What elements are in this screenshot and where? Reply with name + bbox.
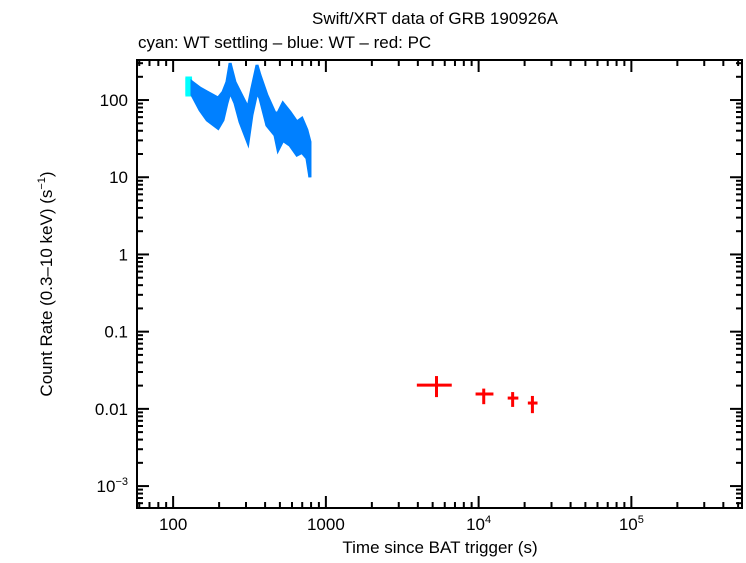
y-tick-label-base: 0.1 [104, 323, 128, 342]
chart-title: Swift/XRT data of GRB 190926A [312, 9, 559, 28]
y-tick-label: 10−3 [97, 476, 128, 496]
plot-frame [136, 59, 743, 509]
y-tick-label: 0.01 [95, 400, 128, 419]
x-axis-label: Time since BAT trigger (s) [342, 538, 537, 557]
data-point-pc-1 [475, 388, 494, 405]
y-axis-label-main: Count Rate (0.3–10 keV) (s [37, 190, 56, 397]
y-tick-label-base: 10 [109, 168, 128, 187]
y-tick-label: 10 [109, 168, 128, 187]
x-tick-label-base: 10 [466, 515, 485, 534]
y-tick-label-base: 0.01 [95, 400, 128, 419]
x-tick-label: 1000 [307, 515, 345, 534]
y-axis-label-sup: −1 [36, 177, 48, 190]
y-tick-label-base: 100 [100, 91, 128, 110]
series-1-band [190, 62, 312, 178]
x-tick-label: 100 [159, 515, 187, 534]
chart-subtitle: cyan: WT settling – blue: WT – red: PC [138, 33, 431, 52]
y-axis-label-end: ) [37, 171, 56, 177]
y-tick-label: 100 [100, 91, 128, 110]
y-tick-label-exp: −3 [115, 476, 128, 488]
x-tick-label-base: 100 [159, 515, 187, 534]
y-tick-label: 0.1 [104, 323, 128, 342]
y-tick-label-base: 10 [97, 477, 116, 496]
x-tick-label: 105 [619, 514, 644, 534]
x-tick-label-base: 10 [619, 515, 638, 534]
y-tick-label-base: 1 [119, 245, 128, 264]
x-tick-label: 104 [466, 514, 491, 534]
y-axis-label: Count Rate (0.3–10 keV) (s−1) [36, 171, 56, 396]
x-tick-label-exp: 4 [485, 514, 491, 526]
y-tick-label: 1 [119, 245, 128, 264]
x-tick-label-base: 1000 [307, 515, 345, 534]
x-tick-label-exp: 5 [638, 514, 644, 526]
data-point-pc-3 [527, 395, 538, 414]
data-point-pc-0 [416, 376, 452, 398]
data-point-pc-2 [507, 392, 519, 407]
